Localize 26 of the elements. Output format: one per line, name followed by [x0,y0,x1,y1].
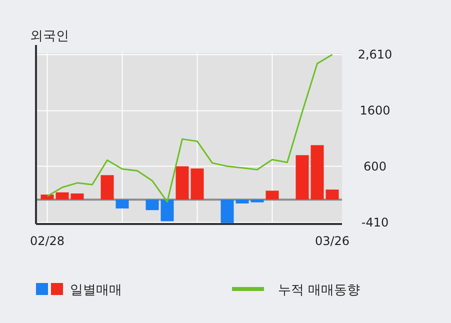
bar [250,200,264,202]
bar [296,155,309,200]
bar [70,193,84,200]
y-tick-label: 600 [364,159,386,174]
bar [56,192,69,200]
bar [100,175,114,200]
legend-label: 누적 매매동향 [278,283,360,298]
bar [220,200,234,223]
y-tick-label: 1600 [360,104,390,118]
bar [236,200,249,204]
chart-title: 외국인 [30,29,69,44]
bar [176,166,189,200]
x-tick-label: 03/26 [314,234,350,248]
bar [40,194,54,200]
bar [146,200,159,210]
x-tick-label: 02/28 [30,234,65,248]
bar [310,145,324,200]
y-tick-label: 2,610 [358,48,392,62]
bar [116,200,129,208]
bar [266,190,279,200]
bar [160,200,174,222]
y-tick-label: -410 [361,215,389,230]
legend-label: 일별매매 [70,283,122,298]
line-series [46,54,333,203]
bar [326,190,339,200]
bar [190,168,204,200]
